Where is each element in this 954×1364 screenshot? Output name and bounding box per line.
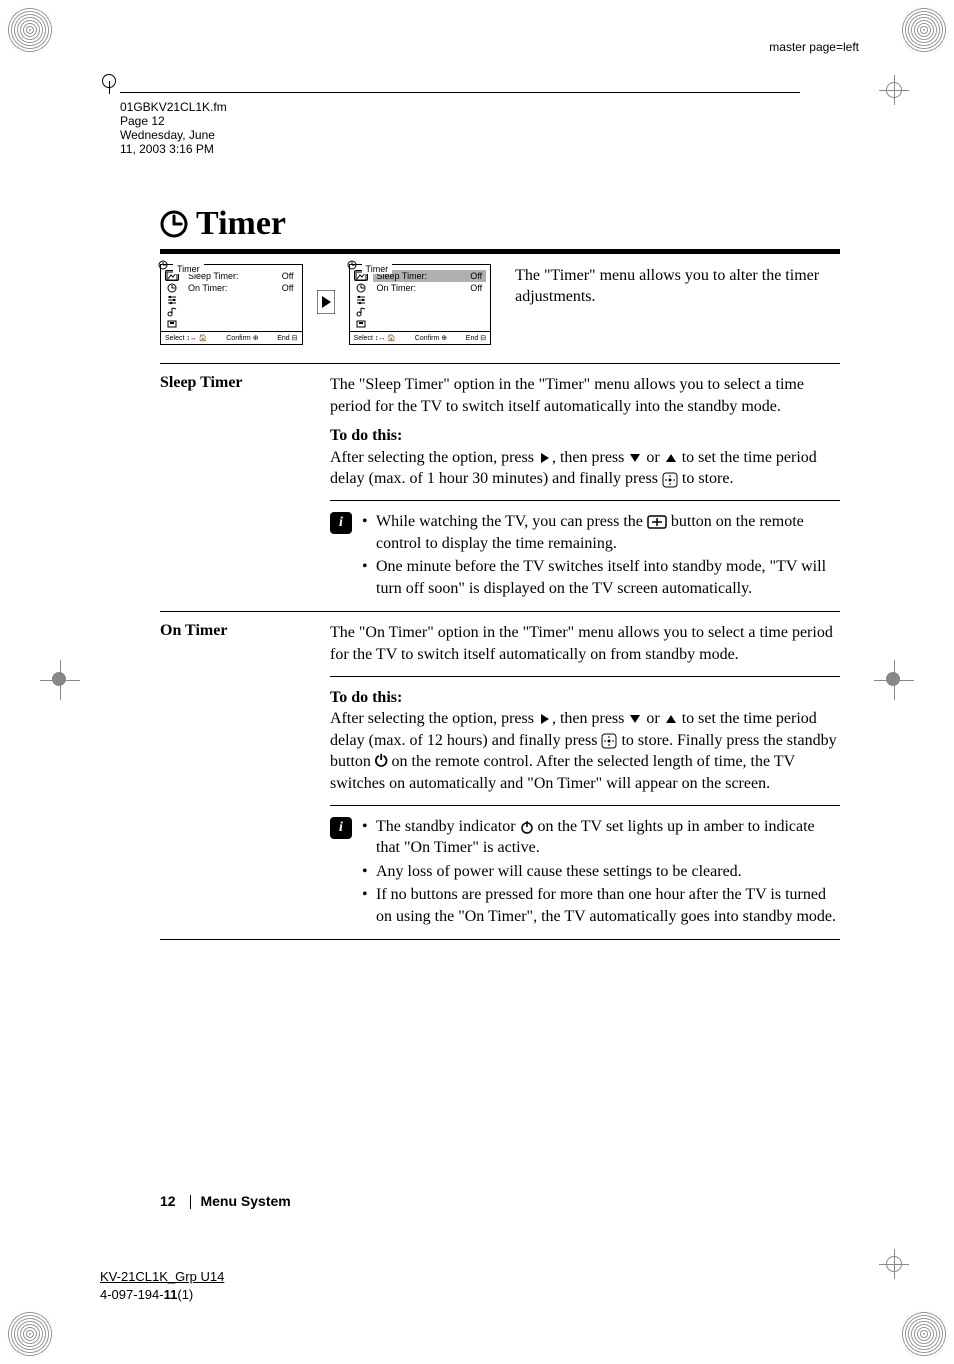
screen-button-icon xyxy=(647,515,667,529)
clock-icon xyxy=(160,210,188,238)
sleep-desc: The "Sleep Timer" option in the "Timer" … xyxy=(330,374,840,417)
menu-icon-setup xyxy=(165,318,179,329)
crop-corner-icon xyxy=(6,1310,54,1358)
ontimer-desc: The "On Timer" option in the "Timer" men… xyxy=(330,622,840,665)
section-title: Timer xyxy=(196,205,286,243)
title-rule xyxy=(160,249,840,254)
registration-mark-icon xyxy=(874,660,914,700)
joypad-icon xyxy=(601,733,617,749)
menu-icon-sound xyxy=(354,306,368,317)
info-bullet: While watching the TV, you can press the… xyxy=(362,511,840,554)
menu-row-ontimer: On Timer:Off xyxy=(184,282,298,294)
info-bullet: One minute before the TV switches itself… xyxy=(362,556,840,599)
sleep-howto: After selecting the option, press , then… xyxy=(330,449,817,488)
menu-footer: Select ↕↔ 🏠 Confirm ⊕ End ⊟ xyxy=(161,331,302,344)
joypad-icon xyxy=(662,472,678,488)
crop-corner-icon xyxy=(6,6,54,54)
arrow-up-icon xyxy=(664,451,678,465)
section-title-row: Timer xyxy=(160,205,840,243)
section-on-timer: On Timer The "On Timer" option in the "T… xyxy=(160,611,840,940)
menu-screenshot-left: Timer Sleep Timer:Off On Timer:Off Selec… xyxy=(160,264,303,345)
arrow-right-icon xyxy=(538,451,552,465)
arrow-up-icon xyxy=(664,712,678,726)
term-on-timer: On Timer xyxy=(160,622,330,929)
menu-row-ontimer: On Timer:Off xyxy=(373,282,487,294)
master-page-label: master page=left xyxy=(769,40,859,54)
intro-row: Timer Sleep Timer:Off On Timer:Off Selec… xyxy=(160,264,840,345)
ontimer-howto: After selecting the option, press , then… xyxy=(330,710,837,792)
menu-icon-clock xyxy=(165,282,179,293)
info-bullet: Any loss of power will cause these setti… xyxy=(362,861,840,883)
arrow-right-icon xyxy=(538,712,552,726)
standby-button-label: ⏻ xyxy=(375,753,388,770)
menu-icon-tune xyxy=(354,294,368,305)
registration-mark-icon xyxy=(874,1244,914,1284)
footer-code: KV-21CL1K_Grp U14 4-097-194-11(1) xyxy=(100,1268,224,1304)
info-block-ontimer: i The standby indicator on the TV set li… xyxy=(330,816,840,930)
info-icon: i xyxy=(330,817,352,839)
thin-rule xyxy=(330,500,840,501)
menu-icon-tune xyxy=(165,294,179,305)
todo-label: To do this: xyxy=(330,689,402,706)
todo-label: To do this: xyxy=(330,427,402,444)
info-icon: i xyxy=(330,512,352,534)
section-sleep-timer: Sleep Timer The "Sleep Timer" option in … xyxy=(160,363,840,611)
thin-rule xyxy=(330,676,840,677)
menu-footer: Select ↕↔ 🏠 Confirm ⊕ End ⊟ xyxy=(350,331,491,344)
info-bullet: If no buttons are pressed for more than … xyxy=(362,884,840,927)
crop-corner-icon xyxy=(900,6,948,54)
crop-corner-icon xyxy=(900,1310,948,1358)
registration-mark-icon xyxy=(874,70,914,110)
footer-page-info: 12 Menu System xyxy=(160,1193,291,1209)
info-bullet: The standby indicator on the TV set ligh… xyxy=(362,816,840,859)
thin-rule xyxy=(330,805,840,806)
menu-icon-clock xyxy=(354,282,368,293)
arrow-down-icon xyxy=(628,451,642,465)
menu-icon-setup xyxy=(354,318,368,329)
registration-mark-icon xyxy=(40,660,80,700)
clock-tab-icon xyxy=(347,260,357,273)
menu-screenshot-right: Timer Sleep Timer:Off On Timer:Off Selec… xyxy=(349,264,492,345)
clock-tab-icon xyxy=(158,260,168,273)
arrow-down-icon xyxy=(628,712,642,726)
standby-indicator-icon xyxy=(520,820,534,834)
menu-tab-label: Timer xyxy=(362,264,393,274)
term-sleep-timer: Sleep Timer xyxy=(160,374,330,601)
info-block-sleep: i While watching the TV, you can press t… xyxy=(330,511,840,601)
file-info-text: 01GBKV21CL1K.fm Page 12 Wednesday, June … xyxy=(120,100,227,156)
intro-text: The "Timer" menu allows you to alter the… xyxy=(505,264,840,308)
arrow-icon xyxy=(317,290,335,320)
menu-tab-label: Timer xyxy=(173,264,204,274)
menu-icon-sound xyxy=(165,306,179,317)
